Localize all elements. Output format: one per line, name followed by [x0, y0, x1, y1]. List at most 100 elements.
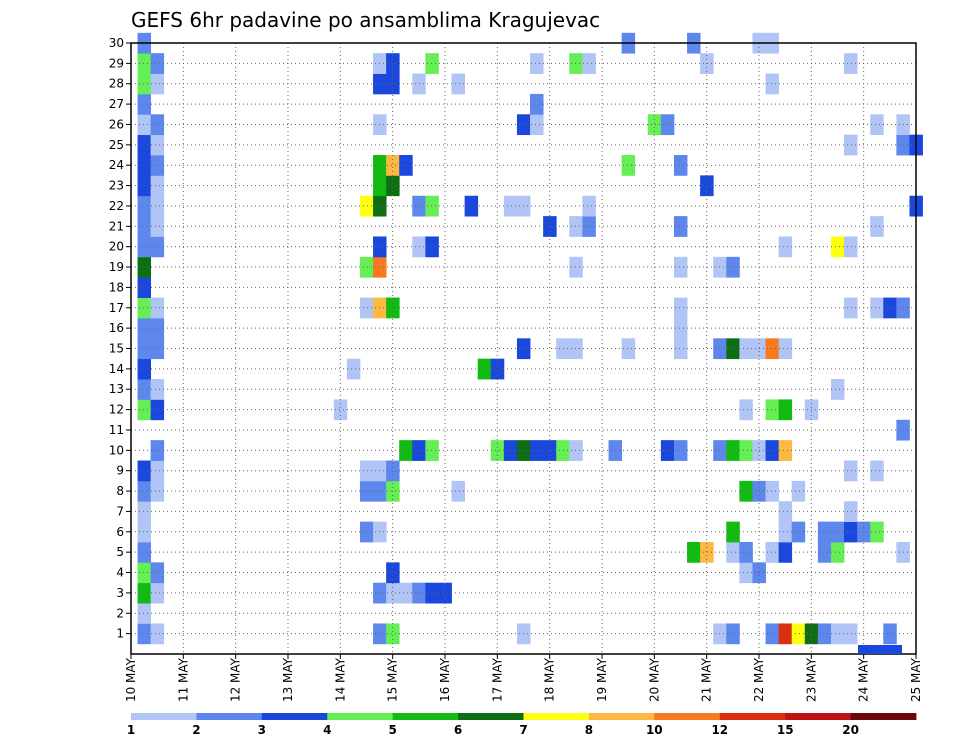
colorbar-tick-label: 2: [192, 723, 200, 737]
colorbar-tick-label: 5: [389, 723, 397, 737]
heatmap-cell: [673, 297, 688, 319]
heatmap-cell: [137, 175, 152, 197]
colorbar-tick-label: 4: [323, 723, 331, 737]
colorbar-swatch: [523, 713, 590, 720]
heatmap-cell: [870, 297, 884, 319]
colorbar-swatch: [458, 713, 524, 720]
heatmap-cell: [830, 521, 845, 543]
heatmap-cell: [399, 440, 413, 461]
x-tick-label: 25 MAY: [909, 657, 923, 702]
heatmap-cell: [137, 256, 152, 278]
x-tick-label: 10 MAY: [124, 657, 138, 702]
heatmap-cell: [700, 541, 714, 563]
heatmap-cell: [791, 521, 806, 543]
heatmap-cell: [137, 562, 152, 584]
x-tick-label: 13 MAY: [281, 657, 295, 702]
y-tick-label: 14: [109, 362, 124, 376]
heatmap-cell: [137, 155, 152, 176]
y-tick-label: 6: [116, 525, 124, 539]
heatmap-cell: [137, 460, 152, 482]
x-tick-label: 20 MAY: [647, 657, 661, 702]
heatmap-cell: [582, 216, 596, 237]
heatmap-cells: [137, 32, 923, 645]
heatmap-cell: [150, 399, 165, 421]
heatmap-cell: [438, 582, 452, 604]
heatmap-cell: [150, 73, 165, 95]
heatmap-cell: [137, 134, 152, 156]
heatmap-cell: [137, 603, 152, 624]
heatmap-cell: [477, 358, 492, 380]
colorbar: 1 2 3 4 5 6 7 8 10 12 15 20: [127, 713, 917, 737]
heatmap-cell: [569, 216, 583, 237]
colorbar-swatch: [654, 713, 721, 720]
colorbar-tick-label: 10: [646, 723, 663, 737]
heatmap-cell: [137, 297, 152, 319]
heatmap-cell: [359, 297, 374, 319]
y-tick-label: 16: [109, 321, 124, 335]
heatmap-cell: [844, 460, 858, 482]
heatmap-cell: [673, 440, 688, 461]
y-tick-label: 18: [109, 280, 124, 294]
heatmap-cell: [150, 460, 165, 482]
heatmap-cell: [687, 541, 701, 563]
heatmap-cell: [503, 195, 518, 217]
heatmap-cell: [556, 440, 570, 461]
y-tick-label: 22: [109, 199, 124, 213]
heatmap-cell: [621, 155, 636, 176]
heatmap-cell: [543, 440, 557, 461]
y-tick-label: 12: [109, 403, 124, 417]
heatmap-cell: [137, 317, 152, 339]
x-tick-label: 17 MAY: [490, 657, 504, 702]
x-tick-label: 22 MAY: [752, 657, 766, 702]
x-tick-label: 11 MAY: [176, 657, 190, 702]
heatmap-cell: [386, 562, 400, 584]
y-tick-label: 17: [109, 301, 124, 315]
heatmap-cell: [673, 256, 688, 278]
y-tick-label: 28: [109, 77, 124, 91]
heatmap-cell: [765, 623, 780, 645]
heatmap-cell: [137, 114, 152, 136]
heatmap-cell: [150, 562, 165, 584]
y-tick-label: 24: [109, 158, 124, 172]
heatmap-cell: [778, 338, 793, 360]
heatmap-cell: [386, 582, 400, 604]
x-tick-label: 15 MAY: [386, 657, 400, 702]
heatmap-cell: [778, 440, 793, 461]
colorbar-swatch: [850, 713, 917, 720]
heatmap-cell: [726, 521, 740, 543]
heatmap-cell: [673, 155, 688, 176]
heatmap-cell: [830, 379, 845, 400]
heatmap-cell: [765, 73, 780, 95]
x-tick-label: 23 MAY: [804, 657, 818, 702]
heatmap-cell: [150, 155, 165, 176]
colorbar-swatch: [785, 713, 851, 720]
heatmap-cell: [739, 440, 753, 461]
colorbar-swatch: [196, 713, 263, 720]
heatmap-cell: [137, 338, 152, 360]
heatmap-cell: [333, 399, 348, 421]
y-axis-ticks: 1234567891011121314151617181920212223242…: [109, 36, 131, 641]
heatmap-cell: [150, 134, 165, 156]
colorbar-swatch: [588, 713, 655, 720]
heatmap-cell: [726, 440, 740, 461]
heatmap-cell: [137, 93, 152, 115]
heatmap-cell: [726, 623, 740, 645]
x-tick-label: 24 MAY: [857, 657, 871, 702]
heatmap-cell: [150, 582, 165, 604]
colorbar-tick-label: 8: [585, 723, 593, 737]
y-tick-label: 26: [109, 117, 124, 131]
heatmap-cell: [765, 338, 780, 360]
heatmap-cell: [150, 53, 165, 74]
x-tick-label: 21 MAY: [700, 657, 714, 702]
y-tick-label: 13: [109, 382, 124, 396]
heatmap-cell: [150, 216, 165, 237]
heatmap-cell: [647, 114, 662, 136]
heatmap-cell: [346, 358, 361, 380]
heatmap-cell: [137, 501, 152, 523]
heatmap-cell: [399, 582, 413, 604]
heatmap-cell: [569, 338, 583, 360]
x-tick-label: 16 MAY: [438, 657, 452, 702]
heatmap-cell: [569, 53, 583, 74]
colorbar-tick-label: 15: [777, 723, 794, 737]
heatmap-cell: [150, 338, 165, 360]
